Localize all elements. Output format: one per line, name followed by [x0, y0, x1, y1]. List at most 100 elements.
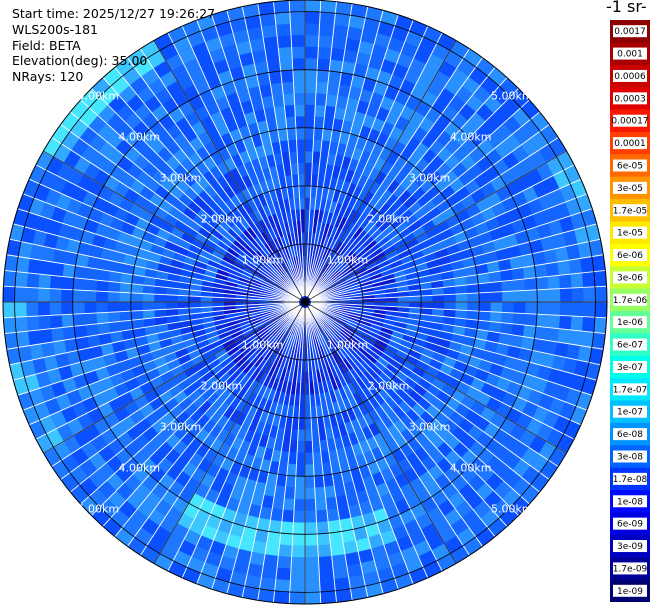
- ray-line: [307, 307, 443, 572]
- colorbar-tick-label: 3e-06: [617, 273, 643, 283]
- plot-info-box: Start time: 2025/12/27 19:26:27 WLS200s-…: [12, 6, 215, 85]
- beta-cell: [62, 326, 76, 341]
- range-ring-label: 1.00km: [242, 338, 284, 351]
- beta-cell: [524, 277, 538, 291]
- beta-cell: [130, 301, 143, 312]
- colorbar-label-bg: [613, 47, 647, 60]
- beta-cell: [333, 13, 351, 27]
- beta-cell: [489, 281, 503, 293]
- beta-cell: [14, 301, 27, 318]
- beta-cell: [478, 282, 491, 294]
- beta-cell: [37, 287, 50, 303]
- range-ring-label: 3.00km: [409, 171, 451, 184]
- beta-cell: [327, 70, 342, 85]
- beta-cell: [501, 279, 514, 292]
- ray-line: [9, 302, 300, 366]
- beta-cell: [467, 292, 480, 303]
- beta-cell: [279, 58, 293, 72]
- beta-cell: [594, 301, 608, 318]
- beta-cell: [284, 486, 296, 500]
- ray-line: [196, 307, 304, 585]
- azimuth-spoke: [304, 40, 457, 303]
- beta-cell: [266, 59, 281, 73]
- colorbar-title: -1 sr-: [606, 0, 647, 16]
- colorbar-tick-label: 1.7e-06: [613, 296, 648, 306]
- beta-cell: [560, 287, 573, 303]
- beta-cell: [95, 290, 108, 303]
- beta-cell: [274, 579, 291, 593]
- ray-line: [308, 57, 483, 298]
- beta-cell: [304, 116, 315, 129]
- ray-line: [305, 307, 369, 598]
- ray-line: [308, 306, 508, 527]
- beta-cell: [292, 522, 306, 535]
- beta-cell: [490, 301, 503, 313]
- beta-cell: [593, 270, 607, 287]
- ray-line: [310, 269, 606, 302]
- ray-line: [9, 238, 300, 302]
- beta-cell: [490, 291, 503, 303]
- beta-cell: [502, 290, 515, 303]
- ray-line: [309, 305, 530, 505]
- beta-cell: [177, 301, 190, 309]
- ray-line: [91, 305, 302, 516]
- ray-line: [22, 303, 300, 411]
- range-ring-grid: [2, 0, 608, 605]
- beta-cell: [259, 577, 277, 591]
- beta-cell: [314, 104, 326, 118]
- beta-cell: [130, 292, 143, 303]
- ray-line: [306, 14, 399, 297]
- beta-cell: [39, 260, 53, 276]
- colorbar-tick-label: 3e-05: [617, 184, 643, 194]
- beta-cell: [16, 256, 30, 274]
- beta-cell: [27, 258, 42, 275]
- colorbar-tick-label: 1e-06: [617, 318, 643, 328]
- beta-cell: [522, 324, 537, 339]
- beta-cell: [332, 565, 349, 580]
- beta-cell: [319, 579, 336, 593]
- colorbar-tick-label: 0.0001: [614, 139, 646, 149]
- beta-cell: [547, 275, 561, 290]
- beta-cell: [3, 317, 17, 334]
- ray-line: [305, 307, 353, 601]
- ray-line: [181, 25, 303, 297]
- beta-cell: [489, 311, 503, 323]
- colorbar-tick-label: 0.0017: [614, 27, 646, 37]
- beta-cell: [49, 288, 62, 303]
- beta-cell: [282, 93, 295, 106]
- beta-cell: [119, 310, 132, 322]
- beta-cell: [60, 301, 74, 315]
- beta-cell: [548, 301, 561, 316]
- beta-cell: [304, 591, 321, 605]
- ray-line: [28, 178, 300, 300]
- beta-cell: [14, 271, 28, 288]
- beta-cell: [524, 313, 538, 327]
- ray-line: [6, 302, 300, 350]
- colorbar-label-bg: [613, 584, 647, 597]
- beta-cell: [304, 580, 321, 593]
- ray-line: [80, 305, 301, 505]
- ray-line: [211, 14, 304, 297]
- beta-cell: [290, 568, 306, 581]
- beta-cell: [316, 521, 330, 535]
- range-ring-label: 2.00km: [201, 212, 243, 225]
- beta-cell: [330, 47, 346, 62]
- beta-cell: [289, 11, 306, 24]
- beta-cell: [304, 487, 316, 500]
- beta-cell: [261, 565, 278, 580]
- ray-line: [167, 307, 303, 572]
- beta-cell: [432, 294, 445, 303]
- beta-cell: [432, 301, 445, 310]
- beta-cell: [84, 312, 98, 326]
- beta-cell: [2, 286, 16, 303]
- beta-cell: [570, 315, 584, 332]
- beta-cell: [84, 290, 97, 303]
- beta-cell: [304, 46, 319, 59]
- beta-cell: [280, 69, 294, 83]
- beta-cell: [268, 519, 283, 534]
- colorbar-tick-label: 0.00017: [611, 117, 648, 127]
- beta-cell: [107, 291, 120, 303]
- beta-cell: [142, 301, 155, 311]
- beta-cell: [281, 81, 295, 95]
- beta-cell: [536, 289, 550, 303]
